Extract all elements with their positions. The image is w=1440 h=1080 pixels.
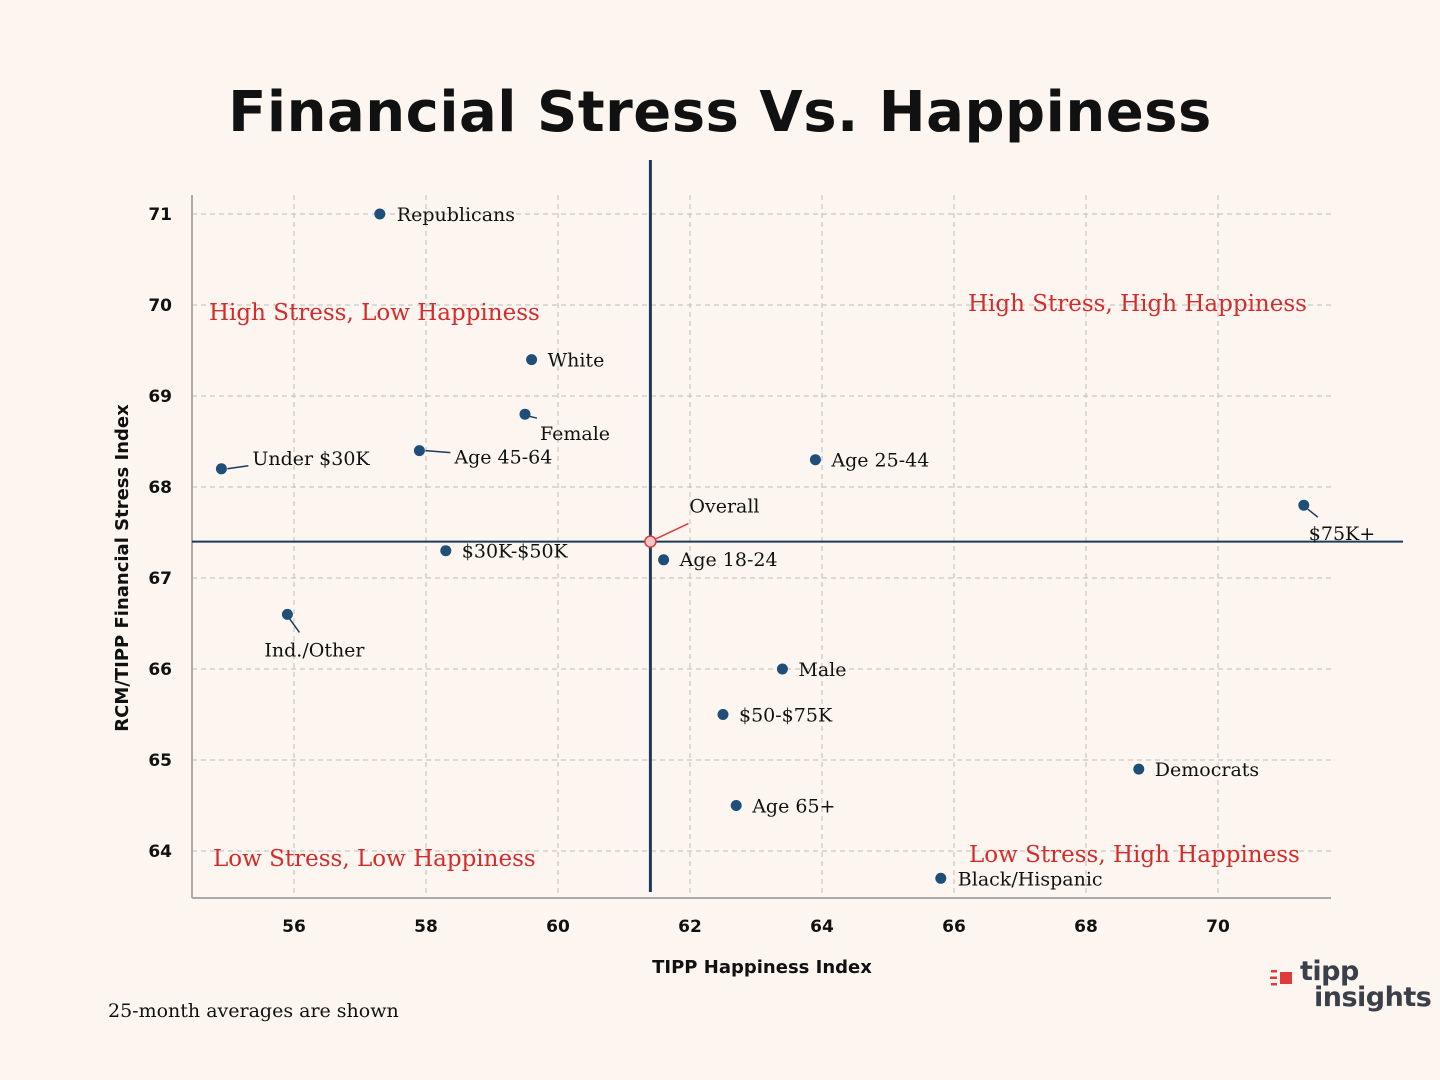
point-label-ind-other: Ind./Other bbox=[264, 639, 365, 661]
x-tick-label: 60 bbox=[546, 917, 570, 937]
data-point-age-18-24 bbox=[658, 554, 670, 566]
data-point-overall bbox=[644, 535, 657, 548]
quadrant-label-bottom-right: Low Stress, High Happiness bbox=[969, 842, 1300, 868]
data-point-50-75k bbox=[717, 709, 729, 720]
point-label-male: Male bbox=[798, 659, 846, 681]
quadrant-labels: High Stress, Low Happiness High Stress, … bbox=[209, 291, 1307, 872]
point-label-female: Female bbox=[540, 423, 610, 445]
quadrant-label-top-right: High Stress, High Happiness bbox=[968, 291, 1307, 317]
reference-lines bbox=[192, 160, 1403, 892]
data-point-black-hispanic bbox=[935, 872, 947, 884]
y-tick-label: 71 bbox=[148, 205, 172, 225]
point-label-50-75k: $50-$75K bbox=[739, 705, 833, 727]
data-point-female bbox=[519, 408, 531, 420]
logo-text-insights: insights bbox=[1314, 982, 1432, 1013]
footnote: 25-month averages are shown bbox=[108, 1000, 399, 1022]
point-label-age-65: Age 65+ bbox=[751, 796, 835, 818]
y-tick-label: 70 bbox=[148, 296, 172, 316]
point-label-age-18-24: Age 18-24 bbox=[679, 549, 778, 571]
leader-line-age-45-64 bbox=[425, 449, 451, 454]
data-point-age-45-64 bbox=[413, 445, 425, 457]
y-tick-label: 69 bbox=[148, 387, 172, 407]
point-label-overall: Overall bbox=[689, 496, 759, 518]
point-label-democrats: Democrats bbox=[1155, 759, 1259, 781]
x-tick-label: 62 bbox=[678, 917, 702, 937]
logo-text-tipp: tipp bbox=[1300, 956, 1359, 987]
point-label-white: White bbox=[548, 350, 605, 372]
point-label-age-25-44: Age 25-44 bbox=[830, 450, 929, 472]
x-tick-label: 64 bbox=[810, 917, 834, 937]
leader-line-ind-other bbox=[288, 617, 301, 633]
y-tick-label: 67 bbox=[148, 569, 172, 589]
point-label-under-30k: Under $30K bbox=[252, 448, 370, 470]
data-point-age-25-44 bbox=[809, 454, 821, 466]
grid-lines bbox=[192, 195, 1331, 898]
leader-line-overall bbox=[654, 522, 689, 541]
data-point-democrats bbox=[1133, 763, 1145, 775]
point-label-75k: $75K+ bbox=[1309, 523, 1375, 545]
data-point-republicans bbox=[374, 208, 386, 220]
chart-title: Financial Stress Vs. Happiness bbox=[228, 80, 1212, 145]
tipp-insights-logo: tipp insights bbox=[1270, 956, 1435, 1020]
leader-line-under-30k bbox=[227, 465, 249, 470]
point-label-age-45-64: Age 45-64 bbox=[453, 447, 552, 469]
logo-mark-icon bbox=[1270, 970, 1292, 986]
leader-line-female bbox=[528, 415, 538, 419]
data-point-under-30k bbox=[215, 463, 227, 475]
data-point-age-65 bbox=[730, 800, 742, 811]
x-axis-title: TIPP Happiness Index bbox=[652, 957, 872, 978]
point-label-republicans: Republicans bbox=[397, 204, 515, 226]
y-tick-label: 66 bbox=[148, 660, 172, 680]
x-tick-label: 58 bbox=[414, 917, 438, 937]
leader-line-75k bbox=[1307, 508, 1319, 518]
quadrant-label-bottom-left: Low Stress, Low Happiness bbox=[213, 846, 536, 872]
data-point-75k bbox=[1298, 499, 1310, 511]
x-tick-label: 70 bbox=[1206, 917, 1230, 937]
data-point-male bbox=[776, 663, 788, 675]
point-label-30k-50k: $30K-$50K bbox=[462, 541, 569, 563]
y-axis-title: RCM/TIPP Financial Stress Index bbox=[112, 404, 133, 732]
y-tick-label: 65 bbox=[148, 751, 172, 771]
data-point-30k-50k bbox=[440, 545, 452, 557]
x-tick-label: 68 bbox=[1074, 917, 1098, 937]
data-points: Republicans White Female Under $30K Age 45-6… bbox=[215, 204, 1375, 890]
x-tick-label: 66 bbox=[942, 917, 966, 937]
y-tick-label: 64 bbox=[148, 842, 172, 862]
quadrant-label-top-left: High Stress, Low Happiness bbox=[209, 300, 540, 326]
point-label-black-hispanic: Black/Hispanic bbox=[958, 868, 1103, 890]
data-point-ind-other bbox=[281, 608, 293, 620]
y-tick-label: 68 bbox=[148, 478, 172, 498]
x-tick-label: 56 bbox=[282, 917, 306, 937]
data-point-white bbox=[526, 354, 538, 366]
axes: 56 58 60 62 64 66 68 70 64 65 66 67 68 69 70 71 bbox=[148, 195, 1331, 937]
